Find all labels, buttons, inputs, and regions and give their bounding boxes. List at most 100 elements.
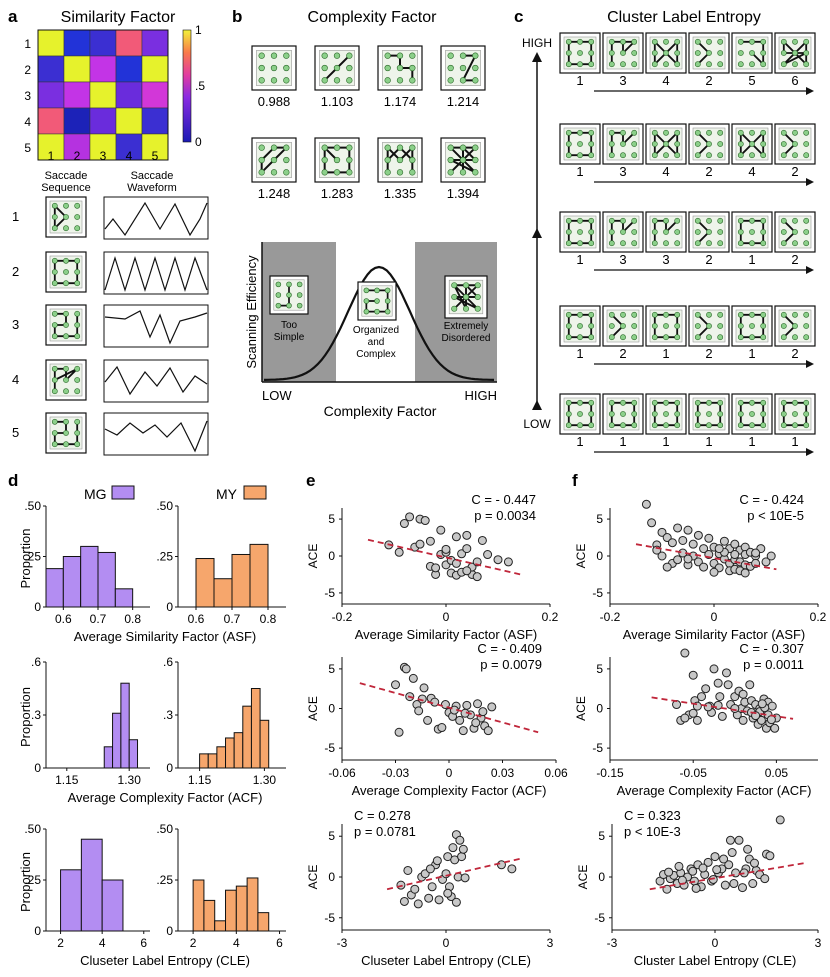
scatter-point: [688, 670, 698, 680]
scatter-point: [399, 896, 409, 906]
fixation-dot: [717, 334, 724, 341]
scatter-y-tick-label: 0: [596, 549, 603, 563]
fixation-dot: [620, 229, 626, 235]
fixation-dot: [608, 50, 615, 56]
fixation-dot: [374, 287, 380, 294]
cluster-grid: [559, 32, 601, 74]
colorbar: [182, 29, 192, 143]
fixation-dot: [565, 422, 572, 429]
histogram-bar: [225, 889, 237, 932]
fixation-dot: [51, 202, 58, 209]
fixation-dot: [760, 50, 767, 56]
hist-y-tick-label: .25: [156, 873, 173, 887]
histogram-bar: [103, 746, 114, 769]
scatter-y-tick-label: 0: [328, 870, 335, 884]
fixation-dot: [717, 152, 724, 159]
cluster-label: 3: [662, 252, 669, 267]
cluster-grid: [602, 211, 644, 253]
fixation-dot: [286, 302, 292, 309]
scatter-point: [473, 699, 483, 709]
hist-y-tick-label: 0: [34, 924, 41, 938]
fixation-dot: [384, 308, 391, 315]
fixation-dot: [760, 311, 767, 318]
fixation-dot: [346, 156, 353, 164]
scatter-point: [472, 572, 482, 582]
fixation-dot: [620, 399, 626, 406]
hist-x-axis-title: Average Complexity Factor (ACF): [68, 790, 263, 805]
scatter-point: [743, 844, 753, 854]
saccade-waveform: [104, 420, 208, 453]
fixation-dot: [447, 144, 454, 151]
fixation-dot: [706, 323, 712, 329]
fixation-dot: [749, 152, 755, 159]
fixation-dot: [63, 333, 69, 340]
sequence-arrow-head: [806, 87, 814, 95]
panel-label-d: d: [8, 471, 18, 490]
scatter-point: [403, 865, 413, 875]
fixation-dot: [694, 399, 701, 406]
histogram-bar: [249, 543, 269, 608]
scatter-point: [487, 702, 497, 712]
matrix-row-tick: 3: [24, 89, 31, 103]
fixation-dot: [283, 144, 290, 151]
fixation-dot: [803, 411, 810, 417]
cluster-grid: [731, 305, 773, 347]
fixation-dot: [694, 334, 701, 341]
matrix-cell: [115, 55, 143, 83]
fixation-dot: [63, 441, 69, 448]
scatter-point: [405, 512, 415, 522]
fixation-dot: [694, 217, 701, 224]
legend-my-label: MY: [216, 486, 238, 502]
fixation-dot: [346, 169, 353, 176]
fixation-dot: [663, 411, 669, 417]
fixation-dot: [384, 52, 391, 59]
scatter-point: [667, 538, 677, 548]
zone-disordered-label: Extremely: [444, 321, 488, 332]
cluster-label: 2: [705, 252, 712, 267]
scatter-point: [455, 835, 465, 845]
fixation-dot: [651, 217, 658, 224]
fixation-dot: [792, 323, 798, 329]
cluster-label: 1: [576, 346, 583, 361]
fixation-dot: [577, 311, 583, 318]
fixation-dot: [333, 169, 341, 176]
histogram-bar: [199, 753, 209, 769]
fixation-dot: [384, 169, 391, 176]
fixation-dot: [674, 152, 681, 159]
scatter-point: [478, 707, 488, 717]
cluster-label: 2: [791, 346, 798, 361]
regression-line: [386, 857, 523, 891]
scatter-point: [721, 668, 731, 678]
saccade-waveform: [104, 201, 208, 237]
fixation-dot: [321, 144, 328, 151]
fixation-dot: [760, 422, 767, 429]
fixation-dot: [384, 144, 391, 151]
fixation-dot: [780, 323, 787, 329]
hist-y-tick-label: 0: [166, 600, 173, 614]
fixation-dot: [51, 441, 58, 448]
histogram-bar: [112, 712, 122, 769]
hist-x-tick-label: 0.8: [124, 612, 141, 626]
matrix-cell: [63, 133, 91, 161]
fixation-dot: [749, 229, 755, 235]
scatter-x-tick-label: 0: [443, 610, 450, 624]
fixation-dot: [663, 38, 669, 45]
fixation-dot: [780, 141, 787, 147]
matrix-col-tick: 1: [48, 149, 55, 163]
scatter-point: [757, 699, 767, 709]
cluster-grid: [645, 32, 687, 74]
colorbar-tick: 0: [195, 135, 202, 149]
sequence-column-header: Sequence: [41, 182, 91, 194]
entropy-arrow-bottom: [532, 400, 542, 410]
waveform-frame: [103, 359, 209, 403]
fixation-dot: [620, 152, 626, 159]
fixation-dot: [706, 229, 712, 235]
fixation-dot: [258, 64, 265, 72]
fixation-dot: [363, 298, 370, 304]
matrix-col-tick: 2: [74, 149, 81, 163]
fixation-dot: [409, 77, 416, 84]
fixation-dot: [749, 217, 755, 224]
scatter-y-tick-label: 5: [328, 512, 335, 526]
fixation-dot: [760, 61, 767, 68]
histogram-bar: [214, 920, 227, 932]
